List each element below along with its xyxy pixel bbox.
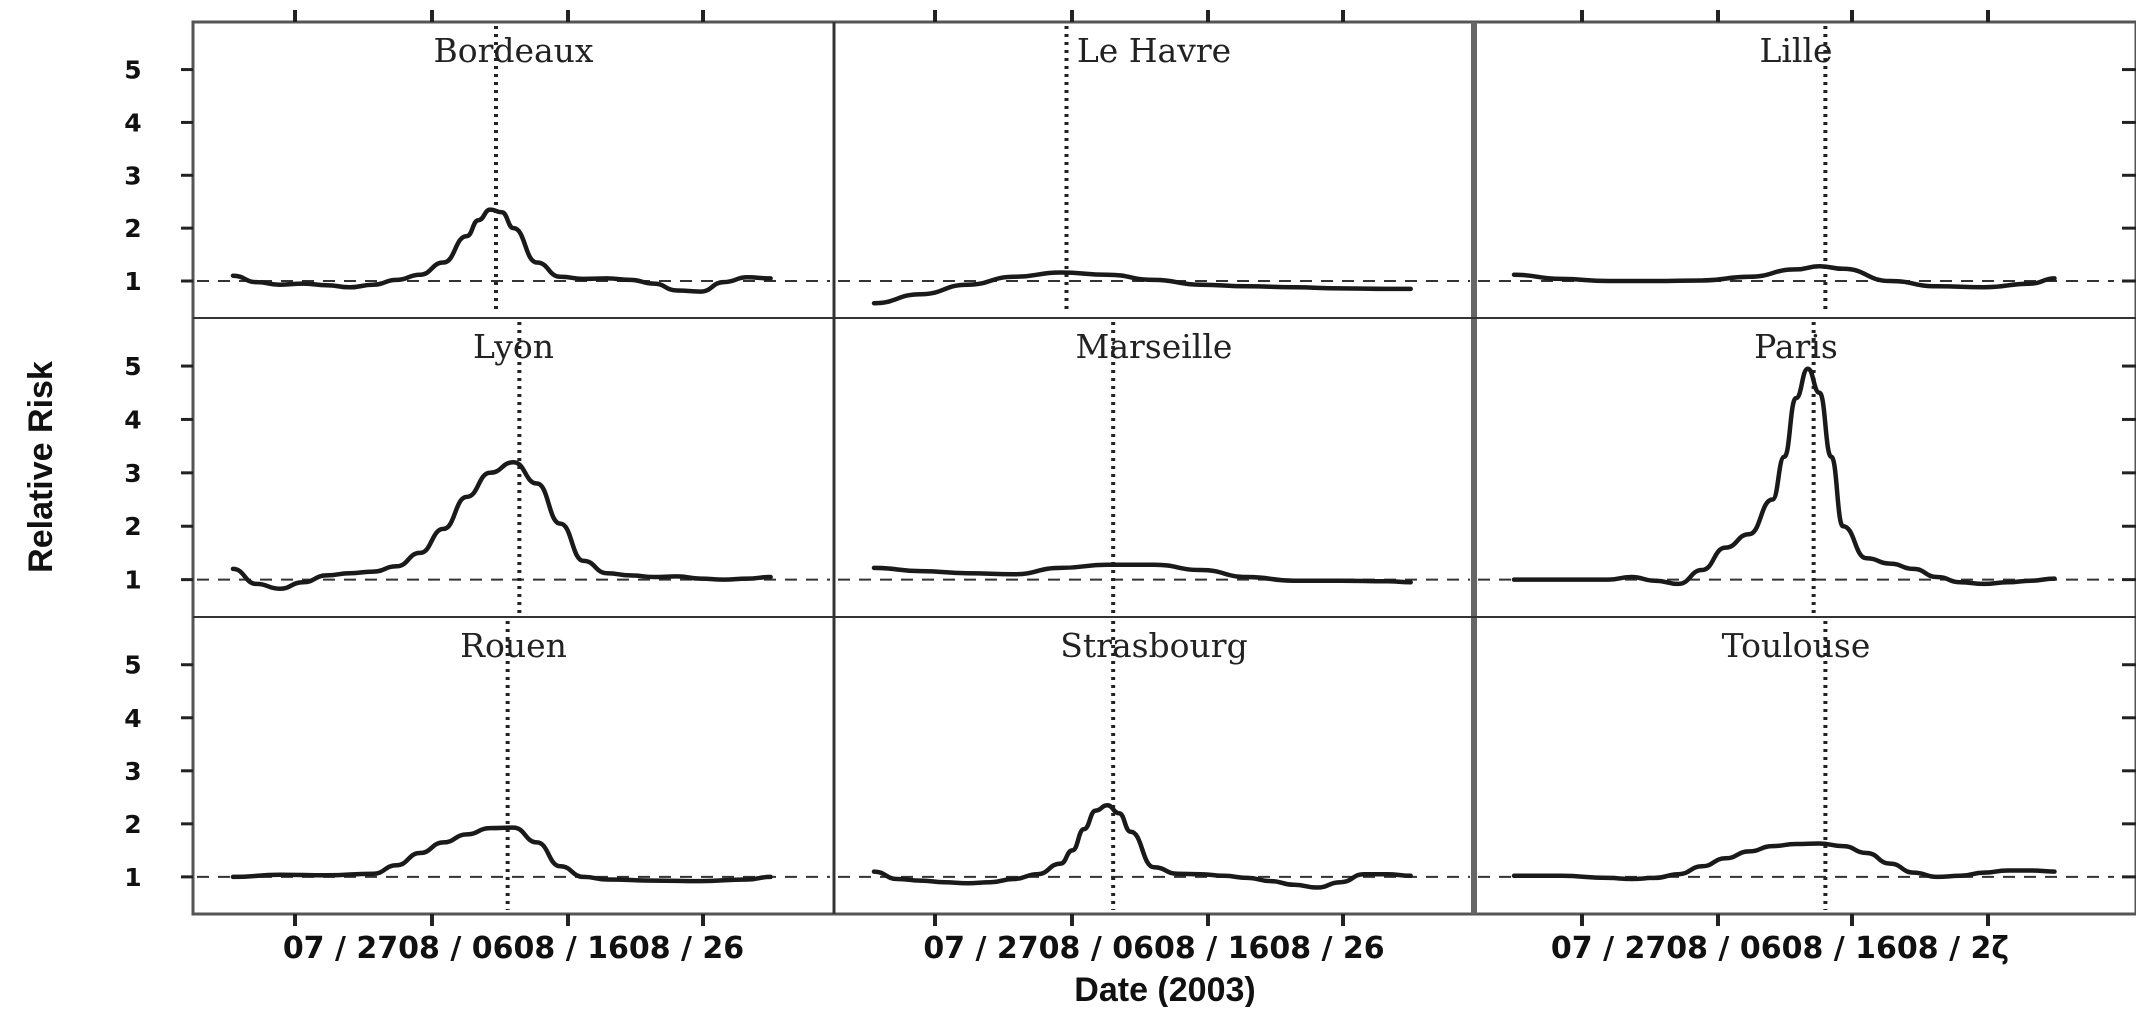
series-line-bordeaux — [230, 207, 773, 294]
plot-frame — [191, 20, 2136, 916]
series-line-lille — [1511, 263, 2057, 290]
series-line-rouen — [230, 825, 773, 884]
panel-title: Le Havre — [1077, 31, 1231, 70]
x-tick-labels: 07 / 2708 / 0608 / 1608 / 26 — [283, 931, 744, 966]
panel-title: Lille — [1759, 31, 1832, 70]
series-line-lyon — [230, 459, 773, 591]
y-tick-label: 1 — [124, 566, 141, 595]
y-tick-label: 1 — [124, 863, 141, 892]
panel-title: Marseille — [1076, 327, 1233, 366]
panel-title: Paris — [1754, 327, 1838, 366]
panel-title: Rouen — [460, 626, 567, 665]
y-tick-label: 3 — [124, 459, 141, 488]
y-axis-title: Relative Risk — [22, 361, 60, 573]
y-tick-label: 4 — [124, 108, 141, 137]
y-tick-label: 5 — [124, 651, 141, 680]
panel-title: Toulouse — [1722, 626, 1871, 665]
x-tick-labels: 07 / 2708 / 0608 / 1608 / 26 — [923, 931, 1384, 966]
y-tick-label: 3 — [124, 161, 141, 190]
panel-title: Bordeaux — [433, 31, 593, 70]
series-line-le-havre — [871, 270, 1413, 306]
y-tick-label: 2 — [124, 810, 141, 839]
y-tick-label: 3 — [124, 757, 141, 786]
y-tick-label: 2 — [124, 214, 141, 243]
x-tick-labels: 07 / 2708 / 0608 / 1608 / 2ζ — [1551, 931, 2009, 966]
y-tick-label: 5 — [124, 352, 141, 381]
panel-title: Strasbourg — [1060, 626, 1247, 665]
x-axis-title: Date (2003) — [1074, 971, 1255, 1007]
y-tick-label: 1 — [124, 267, 141, 296]
series-line-paris — [1511, 366, 2057, 587]
series-line-toulouse — [1511, 841, 2057, 882]
y-tick-label: 4 — [124, 405, 141, 434]
y-tick-label: 5 — [124, 56, 141, 85]
y-tick-label: 4 — [124, 704, 141, 733]
panel-title: Lyon — [473, 327, 554, 366]
y-tick-label: 2 — [124, 512, 141, 541]
series-line-marseille — [871, 562, 1413, 585]
series-line-strasbourg — [871, 803, 1413, 890]
